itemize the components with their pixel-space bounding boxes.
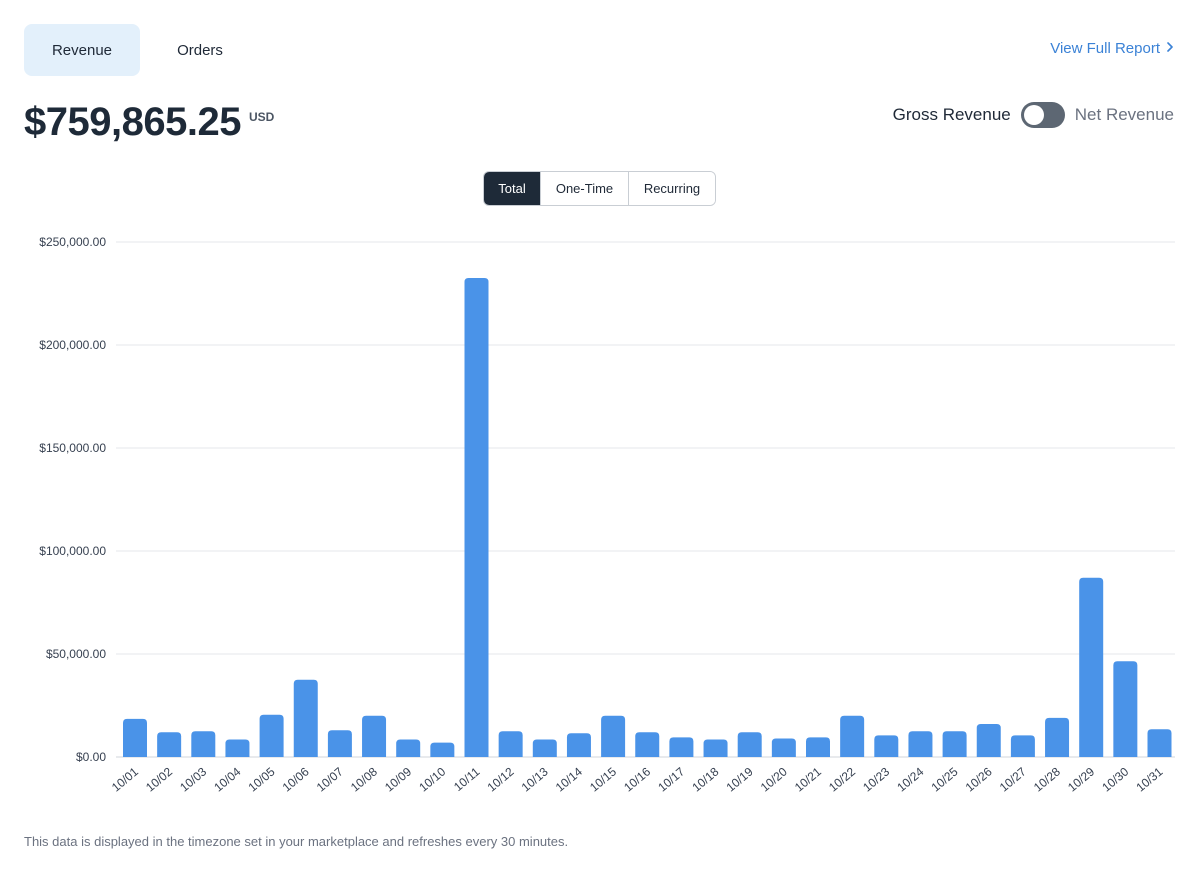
amount-value: $759,865.25 (24, 100, 241, 144)
bar-10-27[interactable] (1010, 735, 1035, 757)
bar-10-19[interactable] (737, 732, 762, 757)
total-amount: $759,865.25 USD (24, 100, 274, 145)
revenue-bar-chart: $0.00 $50,000.00 $100,000.00 $150,000.00 $20… (39, 235, 1175, 795)
x-tick-label: 10/27 (997, 764, 1029, 794)
segment-recurring[interactable]: Recurring (629, 172, 715, 205)
bar-10-12[interactable] (498, 731, 523, 757)
bar-10-31[interactable] (1147, 729, 1172, 757)
revenue-type-toggle-group: Gross Revenue Net Revenue (893, 102, 1174, 128)
bar-10-28[interactable] (1045, 717, 1070, 757)
y-tick-label: $250,000.00 (39, 235, 106, 249)
bar-10-22[interactable] (840, 715, 865, 757)
gross-revenue-label: Gross Revenue (892, 105, 1011, 124)
segment-one-time[interactable]: One-Time (541, 172, 629, 205)
x-tick-label: 10/14 (553, 764, 585, 794)
x-tick-label: 10/15 (587, 764, 619, 794)
revenue-type-toggle[interactable] (1020, 102, 1065, 128)
y-tick-label: $0.00 (76, 750, 106, 764)
bar-10-15[interactable] (601, 715, 626, 757)
bar-10-16[interactable] (635, 732, 660, 757)
x-tick-label: 10/19 (724, 764, 756, 794)
revenue-segment-control: Total One-Time Recurring (483, 171, 716, 206)
bar-10-07[interactable] (327, 730, 352, 757)
bar-10-14[interactable] (566, 733, 591, 757)
bar-10-06[interactable] (293, 679, 318, 757)
bar-10-03[interactable] (191, 731, 216, 757)
x-tick-label: 10/13 (519, 764, 551, 794)
bar-10-29[interactable] (1079, 577, 1104, 757)
x-tick-label: 10/26 (963, 764, 995, 794)
tab-orders[interactable]: Orders (177, 41, 223, 59)
x-tick-label: 10/06 (280, 764, 312, 794)
x-tick-label: 10/21 (792, 764, 824, 794)
x-tick-label: 10/07 (314, 764, 346, 794)
x-tick-label: 10/10 (416, 764, 448, 794)
x-tick-label: 10/08 (348, 764, 380, 794)
x-tick-label: 10/03 (177, 764, 209, 794)
bar-10-18[interactable] (703, 739, 728, 757)
bar-10-26[interactable] (976, 724, 1001, 757)
x-tick-label: 10/25 (929, 764, 961, 794)
bar-10-13[interactable] (532, 739, 557, 757)
x-tick-label: 10/23 (860, 764, 892, 794)
y-tick-label: $100,000.00 (39, 544, 106, 558)
x-tick-label: 10/11 (451, 764, 483, 794)
footnote: This data is displayed in the timezone s… (24, 834, 569, 849)
bar-10-24[interactable] (908, 731, 933, 757)
bar-10-20[interactable] (771, 738, 796, 757)
segment-total[interactable]: Total (484, 172, 541, 205)
x-tick-label: 10/01 (109, 764, 141, 794)
x-tick-label: 10/28 (1031, 764, 1063, 794)
x-tick-label: 10/29 (1065, 764, 1097, 794)
x-tick-label: 10/18 (689, 764, 721, 794)
toggle-knob (1023, 105, 1044, 125)
view-full-report-link[interactable]: View Full Report (1050, 40, 1174, 57)
bar-10-17[interactable] (669, 737, 694, 757)
y-tick-label: $150,000.00 (39, 441, 106, 455)
bar-10-09[interactable] (396, 739, 421, 757)
x-tick-label: 10/05 (246, 764, 278, 794)
y-tick-label: $50,000.00 (46, 647, 106, 661)
x-tick-label: 10/16 (621, 764, 653, 794)
x-tick-label: 10/12 (485, 764, 517, 794)
bar-10-01[interactable] (123, 718, 147, 757)
bar-10-23[interactable] (874, 735, 899, 757)
bar-10-11[interactable] (464, 278, 489, 757)
bar-10-02[interactable] (157, 732, 182, 757)
bar-10-04[interactable] (225, 739, 250, 757)
view-full-report-label: View Full Report (1050, 40, 1160, 57)
bar-10-25[interactable] (942, 731, 967, 757)
tab-revenue[interactable]: Revenue (24, 24, 140, 76)
bar-10-10[interactable] (430, 742, 455, 757)
x-tick-label: 10/09 (382, 764, 414, 794)
x-tick-label: 10/04 (211, 764, 243, 794)
y-tick-label: $200,000.00 (39, 338, 106, 352)
x-tick-label: 10/02 (143, 764, 175, 794)
x-tick-label: 10/22 (826, 764, 858, 794)
x-tick-label: 10/30 (1099, 764, 1131, 794)
bar-10-30[interactable] (1113, 661, 1138, 757)
x-tick-label: 10/31 (1133, 764, 1165, 794)
net-revenue-label: Net Revenue (1074, 105, 1174, 124)
bar-10-05[interactable] (259, 714, 284, 757)
x-tick-label: 10/24 (894, 764, 926, 794)
chevron-right-icon (1166, 39, 1174, 56)
amount-currency: USD (248, 110, 275, 124)
x-tick-label: 10/17 (655, 764, 687, 794)
x-tick-label: 10/20 (758, 764, 790, 794)
bar-10-08[interactable] (362, 715, 387, 757)
bar-10-21[interactable] (806, 737, 830, 757)
